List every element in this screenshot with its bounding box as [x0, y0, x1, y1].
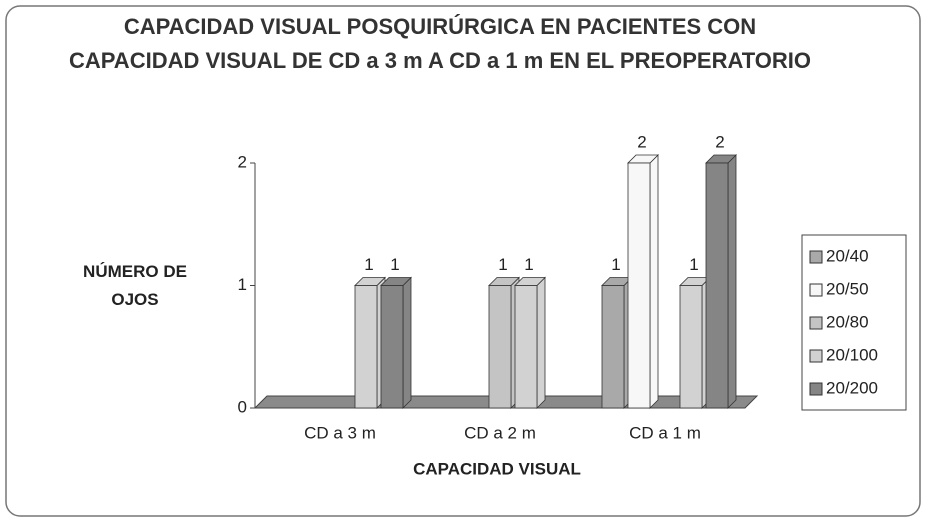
- frame: [5, 5, 921, 517]
- legend-label: 20/200: [826, 378, 878, 397]
- y-tick-label: 0: [238, 397, 247, 416]
- legend-label: 20/40: [826, 246, 869, 265]
- bar-side: [536, 276, 546, 409]
- legend-swatch: [809, 250, 823, 264]
- legend-swatch: [809, 316, 823, 330]
- bar: [488, 285, 512, 409]
- chart-title: CAPACIDAD VISUAL POSQUIRÚRGICA EN PACIEN…: [68, 14, 812, 73]
- x-axis-label: CAPACIDAD VISUAL: [413, 459, 581, 478]
- legend-swatch: [809, 283, 823, 297]
- y-tick-label: 1: [238, 275, 247, 294]
- data-label: 1: [524, 255, 533, 274]
- data-label: 1: [689, 255, 698, 274]
- bar: [601, 285, 625, 409]
- bar-side: [402, 276, 412, 409]
- data-label: 2: [637, 132, 646, 151]
- data-label: 1: [611, 255, 620, 274]
- x-tick-label: CD a 2 m: [464, 423, 536, 442]
- y-tick-label: 2: [238, 152, 247, 171]
- data-label: 2: [715, 132, 724, 151]
- legend-swatch: [809, 382, 823, 396]
- data-label: 1: [390, 255, 399, 274]
- bar: [627, 162, 651, 409]
- bar: [354, 285, 378, 409]
- legend-label: 20/50: [826, 279, 869, 298]
- bar: [514, 285, 538, 409]
- x-tick-label: CD a 3 m: [304, 423, 376, 442]
- bar: [679, 285, 703, 409]
- legend-label: 20/100: [826, 345, 878, 364]
- data-label: 1: [498, 255, 507, 274]
- legend-label: 20/80: [826, 312, 869, 331]
- bar-side: [649, 154, 659, 409]
- bar-side: [727, 154, 737, 409]
- data-label: 1: [364, 255, 373, 274]
- x-tick-label: CD a 1 m: [629, 423, 701, 442]
- legend-swatch: [809, 349, 823, 363]
- bar: [705, 162, 729, 409]
- y-axis-label: NÚMERO DE OJOS: [83, 262, 187, 309]
- bar: [380, 285, 404, 409]
